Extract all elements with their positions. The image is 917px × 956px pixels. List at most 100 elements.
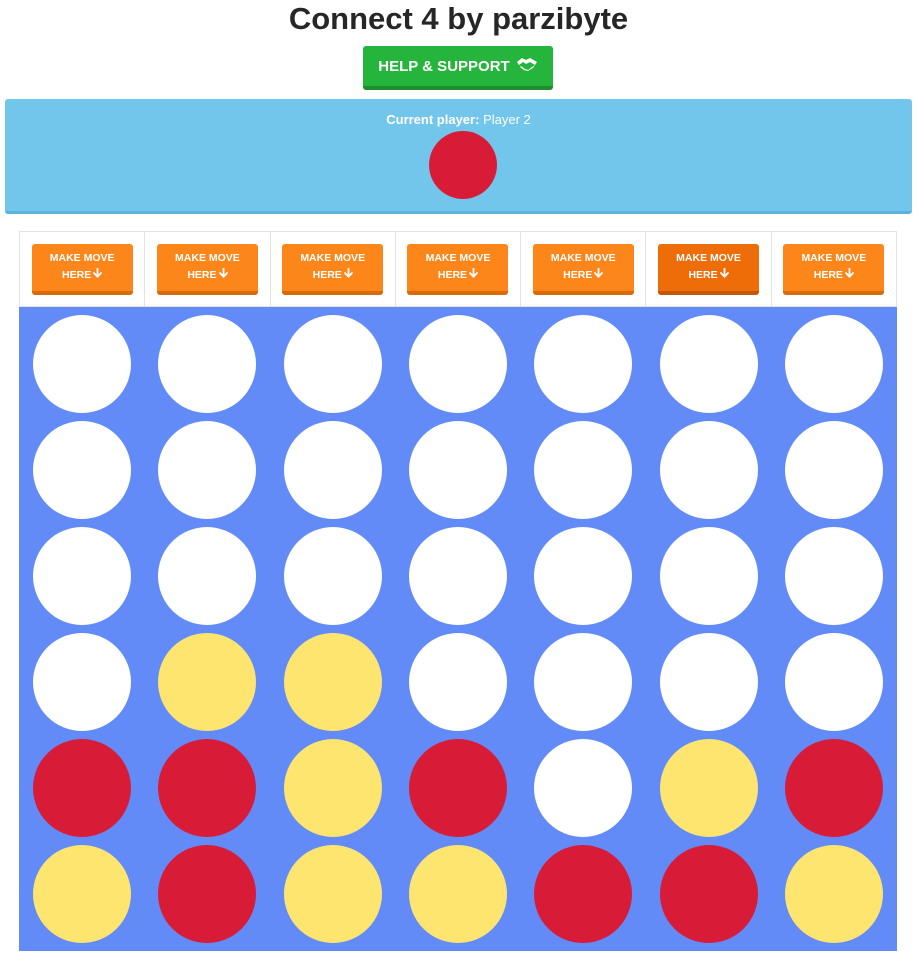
arrow-down-icon <box>218 267 228 284</box>
empty-slot <box>408 633 507 731</box>
empty-slot <box>534 527 633 625</box>
arrow-down-icon <box>343 267 353 284</box>
make-move-label: MAKE MOVE <box>425 252 491 264</box>
board-slot <box>19 523 144 629</box>
make-move-here: HERE <box>688 267 729 284</box>
current-player-line: Current player: Player 2 <box>5 111 912 129</box>
empty-slot <box>785 633 884 731</box>
game-board <box>19 307 897 951</box>
empty-slot <box>283 527 382 625</box>
empty-slot <box>534 421 633 519</box>
empty-slot <box>283 315 382 413</box>
make-move-button-col-2[interactable]: MAKE MOVE HERE <box>156 243 258 295</box>
board-slot <box>19 735 144 841</box>
board-slot <box>144 417 269 523</box>
red-disc <box>158 845 257 943</box>
board-slot <box>270 523 395 629</box>
make-move-here-label: HERE <box>187 269 217 281</box>
board-slot <box>772 311 897 417</box>
make-move-here: HERE <box>62 267 103 284</box>
board-slot <box>144 311 269 417</box>
make-move-here: HERE <box>438 267 478 284</box>
board-slot <box>646 841 771 947</box>
make-move-here: HERE <box>313 267 353 284</box>
make-move-label: MAKE MOVE <box>300 252 366 264</box>
make-move-label: MAKE MOVE <box>801 252 867 264</box>
board-slot <box>772 841 897 947</box>
empty-slot <box>534 739 633 837</box>
board-slot <box>144 523 269 629</box>
board-slot <box>646 523 771 629</box>
move-cell: MAKE MOVE HERE <box>646 232 772 306</box>
make-move-button-col-7[interactable]: MAKE MOVE HERE <box>783 243 885 295</box>
empty-slot <box>32 315 131 413</box>
empty-slot <box>158 315 257 413</box>
move-buttons-row: MAKE MOVE HERE MAKE MOVE HERE MAKE MOVE HERE M… <box>19 231 897 307</box>
board-slot <box>19 417 144 523</box>
board-slot <box>646 629 771 735</box>
move-cell: MAKE MOVE HERE <box>20 232 146 306</box>
red-disc <box>158 739 257 837</box>
arrow-down-icon <box>93 267 103 284</box>
empty-slot <box>659 315 758 413</box>
make-move-label: MAKE MOVE <box>676 252 741 264</box>
yellow-disc <box>158 633 257 731</box>
current-player-name: Player 2 <box>483 112 531 127</box>
make-move-button-col-3[interactable]: MAKE MOVE HERE <box>282 243 384 295</box>
make-move-button-col-6[interactable]: MAKE MOVE HERE <box>658 243 760 295</box>
empty-slot <box>534 633 633 731</box>
empty-slot <box>158 527 257 625</box>
board-slot <box>772 523 897 629</box>
board-slot <box>521 841 646 947</box>
red-disc <box>659 845 758 943</box>
board-slot <box>521 311 646 417</box>
make-move-button-col-4[interactable]: MAKE MOVE HERE <box>407 243 509 295</box>
board-slot <box>395 629 520 735</box>
empty-slot <box>283 421 382 519</box>
empty-slot <box>785 315 884 413</box>
board-slot <box>19 311 144 417</box>
yellow-disc <box>283 739 382 837</box>
make-move-here-label: HERE <box>813 269 843 281</box>
arrow-down-icon <box>845 267 854 284</box>
make-move-button-col-1[interactable]: MAKE MOVE HERE <box>31 243 133 295</box>
empty-slot <box>408 315 507 413</box>
board-slot <box>646 311 771 417</box>
empty-slot <box>659 633 758 731</box>
yellow-disc <box>32 845 131 943</box>
make-move-here-label: HERE <box>62 269 92 281</box>
yellow-disc <box>283 633 382 731</box>
make-move-here: HERE <box>563 267 604 284</box>
empty-slot <box>408 527 507 625</box>
board-slot <box>144 629 269 735</box>
board-slot <box>270 417 395 523</box>
help-support-button[interactable]: HELP & SUPPORT <box>363 46 553 90</box>
board-slot <box>270 629 395 735</box>
board-slot <box>646 417 771 523</box>
make-move-button-col-5[interactable]: MAKE MOVE HERE <box>532 243 634 295</box>
current-player-label: Current player: <box>386 112 480 127</box>
board-slot <box>270 841 395 947</box>
make-move-here: HERE <box>814 267 854 284</box>
move-cell: MAKE MOVE HERE <box>772 232 896 306</box>
empty-slot <box>785 527 884 625</box>
red-disc <box>785 739 884 837</box>
make-move-label: MAKE MOVE <box>550 252 616 264</box>
board-slot <box>646 735 771 841</box>
move-cell: MAKE MOVE HERE <box>396 232 522 306</box>
status-panel: Current player: Player 2 <box>5 99 912 214</box>
board-slot <box>270 735 395 841</box>
make-move-here-label: HERE <box>312 269 342 281</box>
board-slot <box>521 735 646 841</box>
empty-slot <box>659 527 758 625</box>
yellow-disc <box>785 845 884 943</box>
empty-slot <box>408 421 507 519</box>
red-disc <box>408 739 507 837</box>
empty-slot <box>534 315 633 413</box>
red-disc <box>534 845 633 943</box>
board-slot <box>144 841 269 947</box>
arrow-down-icon <box>719 267 729 284</box>
board-slot <box>772 629 897 735</box>
red-disc <box>32 739 131 837</box>
empty-slot <box>785 421 884 519</box>
